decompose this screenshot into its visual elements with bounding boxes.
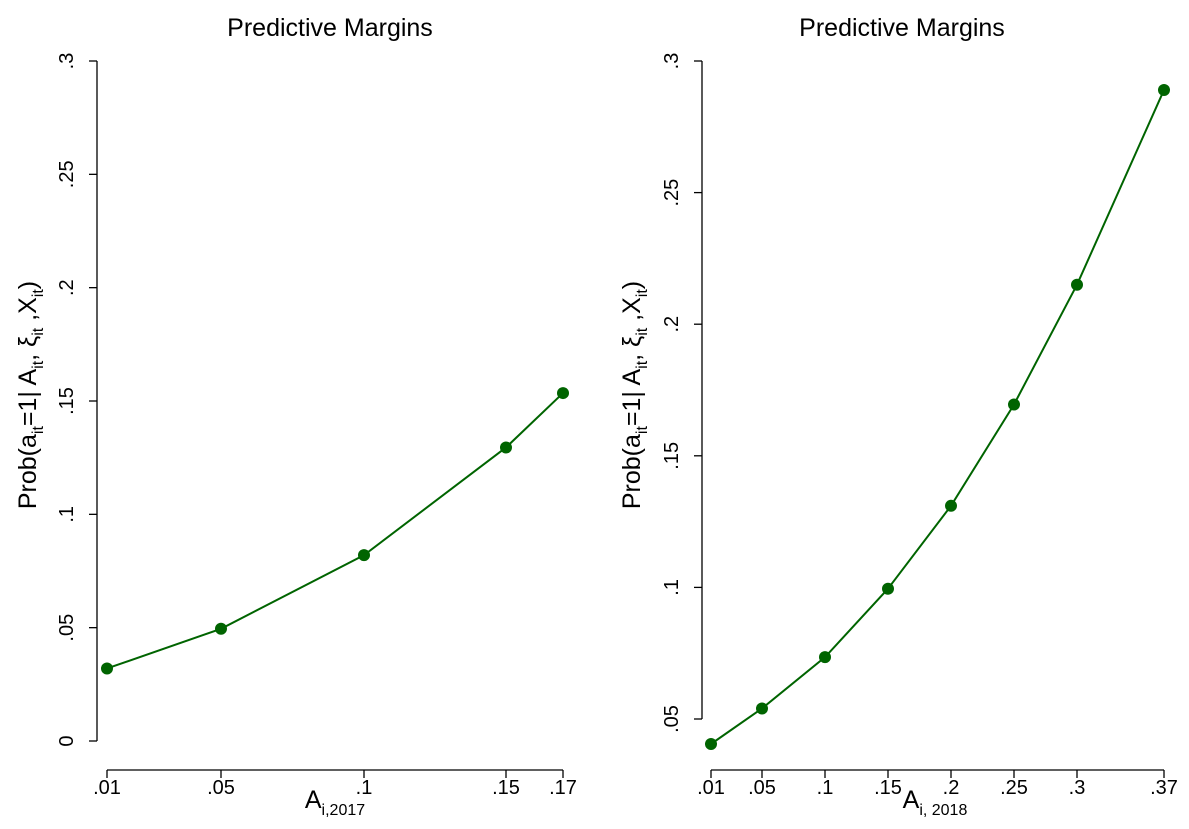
data-point (1158, 83, 1170, 96)
data-point (215, 622, 227, 635)
x-tick-label: .05 (748, 777, 776, 799)
data-point (1071, 278, 1083, 291)
data-point (358, 549, 370, 562)
x-axis-label-subscript: i,2017 (322, 802, 366, 819)
y-axis-label-subscript: it (634, 360, 651, 369)
y-tick-label: .2 (661, 316, 683, 333)
y-tick-label: .25 (661, 179, 683, 207)
y-axis-label-subscript: it (30, 426, 47, 435)
x-axis-label: Ai, 2018 (903, 786, 968, 819)
y-axis-label-subscript: it (30, 289, 47, 298)
left-chart-panel: Predictive Margins 0 .05 .1 .15 .2 .25 .3 .01 .05… (14, 14, 577, 819)
y-axis-label-part: ) (618, 281, 646, 289)
data-point (705, 738, 717, 751)
y-tick-label: .05 (56, 614, 78, 642)
data-point (819, 651, 831, 664)
y-axis-label-subscript: it (30, 327, 47, 336)
y-axis-label-part: =1| A (618, 369, 646, 427)
y-axis-label: Prob(ait=1| Ait, ξit ,Xit) (618, 281, 651, 509)
series-line (710, 89, 1165, 745)
data-point (500, 441, 512, 454)
y-axis-label-subscript: it (634, 327, 651, 336)
y-tick-label: .15 (56, 387, 78, 415)
y-tick-label: 0 (56, 735, 78, 746)
x-tick-label: .2 (943, 777, 960, 799)
x-axis-label-main: A (305, 786, 322, 814)
x-tick-label: .25 (1000, 777, 1028, 799)
data-point (756, 702, 768, 715)
x-tick-label: .1 (356, 777, 373, 799)
y-tick-label: .2 (56, 279, 78, 296)
y-axis-label-subscript: it (634, 426, 651, 435)
y-axis-label-part: ,X (618, 297, 646, 328)
y-axis-label-subscript: it (30, 360, 47, 369)
y-tick-label: .1 (661, 579, 683, 596)
chart-title: Predictive Margins (227, 14, 433, 42)
y-axis-label-part: =1| A (14, 369, 42, 427)
y-tick-label: .3 (56, 53, 78, 70)
x-tick-label: .01 (93, 777, 121, 799)
x-tick-label: .3 (1069, 777, 1086, 799)
y-axis-label-part: , ξ (618, 336, 646, 361)
x-axis-label-subscript: i, 2018 (919, 802, 967, 819)
data-point (101, 662, 113, 675)
y-axis-label-subscript: it (634, 289, 651, 298)
x-tick-label: .05 (207, 777, 235, 799)
x-tick-label: .37 (1150, 777, 1178, 799)
x-axis-label-main: A (903, 786, 920, 814)
chart-title: Predictive Margins (799, 14, 1005, 42)
y-tick-label: .25 (56, 160, 78, 188)
data-point (1008, 398, 1020, 411)
series-line (106, 392, 564, 670)
x-tick-label: .1 (817, 777, 834, 799)
y-tick-label: .05 (661, 705, 683, 733)
data-point (557, 387, 569, 400)
y-axis-label-part: ,X (14, 297, 42, 328)
x-axis-label: Ai,2017 (305, 786, 365, 819)
x-tick-label: .01 (697, 777, 725, 799)
x-tick-label: .15 (492, 777, 520, 799)
y-axis-label-part: Prob(a (14, 434, 42, 509)
y-axis-label-part: Prob(a (618, 434, 646, 509)
y-tick-label: .1 (56, 506, 78, 523)
y-axis-label-part: , ξ (14, 336, 42, 361)
data-point (882, 582, 894, 595)
y-axis-label-part: ) (14, 281, 42, 289)
right-chart-panel: Predictive Margins .05 .1 .15 .2 .25 .3 .01 .05.… (618, 14, 1178, 819)
y-tick-label: .3 (661, 53, 683, 70)
y-tick-label: .15 (661, 442, 683, 470)
y-axis-label: Prob(ait=1| Ait, ξit ,Xit) (14, 281, 47, 509)
x-tick-label: .15 (874, 777, 902, 799)
data-point (945, 499, 957, 512)
x-tick-label: .17 (549, 777, 577, 799)
